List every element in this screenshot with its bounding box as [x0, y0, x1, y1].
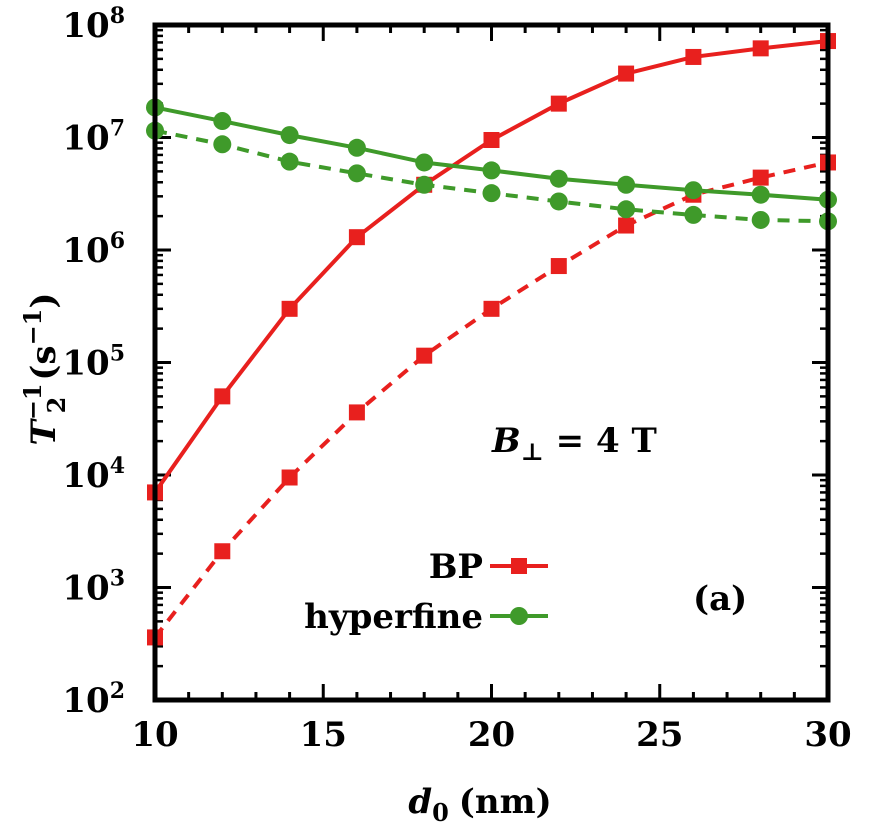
- data-point: [416, 347, 433, 364]
- y-tick-base: 10: [62, 231, 109, 271]
- data-point: [348, 229, 365, 246]
- data-point: [280, 152, 299, 171]
- data-point: [214, 543, 231, 560]
- x-tick-label: 20: [468, 715, 515, 755]
- data-point: [483, 300, 500, 317]
- x-tick-label: 30: [804, 715, 851, 755]
- data-point: [618, 65, 635, 82]
- series-bp-dashed: [147, 154, 836, 646]
- data-point: [347, 138, 366, 157]
- data-point: [213, 112, 232, 131]
- data-point: [213, 135, 232, 154]
- y-axis-label: T−12(s−1): [18, 293, 71, 446]
- y-tick-exponent: 4: [110, 453, 125, 479]
- y-tick-base: 10: [62, 119, 109, 159]
- y-axis-sub: 2: [42, 397, 71, 414]
- y-tick-base: 10: [62, 6, 109, 46]
- plot-frame: [152, 22, 831, 703]
- legend: BP hyperfine: [304, 547, 548, 637]
- data-point: [483, 132, 500, 149]
- data-point: [415, 175, 434, 194]
- y-tick-base: 10: [62, 456, 109, 496]
- data-point: [751, 185, 770, 204]
- x-tick-label: 10: [131, 715, 178, 755]
- x-axis-unit: (nm): [459, 782, 552, 822]
- legend-label-bp: BP: [429, 547, 483, 587]
- y-tick-label: 108: [62, 3, 125, 46]
- data-point: [684, 181, 703, 200]
- data-point: [685, 48, 702, 65]
- data-point: [280, 126, 299, 145]
- y-tick-label: 106: [62, 228, 125, 271]
- data-point: [347, 164, 366, 183]
- y-axis-unit-open: (s: [24, 345, 64, 380]
- y-tick-exponent: 7: [110, 116, 125, 142]
- x-axis-var: d: [408, 782, 432, 822]
- annotation-rest: = 4 T: [544, 421, 657, 461]
- legend-marker-square: [511, 558, 527, 574]
- y-tick-exponent: 8: [110, 3, 125, 29]
- data-point: [618, 217, 635, 234]
- data-point: [415, 153, 434, 172]
- x-axis-label: d0 (nm): [408, 782, 551, 827]
- y-tick-label: 104: [62, 453, 125, 496]
- annotation-sub: ⊥: [521, 437, 544, 466]
- data-point: [684, 205, 703, 224]
- y-tick-label: 105: [62, 341, 125, 384]
- annotation: B⊥ = 4 T: [491, 421, 657, 466]
- data-point: [617, 175, 636, 194]
- data-point: [752, 40, 769, 57]
- y-axis-sup: −1: [18, 383, 47, 420]
- data-point: [751, 210, 770, 229]
- series-hyperfine-solid: [146, 98, 837, 209]
- data-point: [550, 95, 567, 112]
- data-point: [281, 469, 298, 486]
- y-tick-label: 103: [62, 566, 125, 609]
- y-axis-unit-close: ): [24, 293, 64, 309]
- data-point: [214, 388, 231, 405]
- y-tick-base: 10: [62, 344, 109, 384]
- panel-label: (a): [693, 579, 747, 619]
- data-point: [482, 184, 501, 203]
- y-axis-unit-sup: −1: [18, 309, 47, 346]
- y-tick-exponent: 2: [110, 678, 125, 704]
- annotation-var: B: [491, 421, 521, 461]
- data-point: [549, 192, 568, 211]
- x-axis-sub: 0: [432, 798, 449, 827]
- y-axis-var: T: [24, 417, 64, 445]
- y-tick-exponent: 3: [110, 566, 125, 592]
- series-layer: [146, 33, 837, 646]
- data-point: [549, 169, 568, 188]
- data-point: [482, 161, 501, 180]
- legend-marker-circle: [510, 607, 528, 625]
- legend-label-hyperfine: hyperfine: [304, 597, 483, 637]
- y-tick-label: 107: [62, 116, 125, 159]
- y-tick-exponent: 5: [110, 341, 125, 367]
- y-tick-exponent: 6: [110, 228, 125, 254]
- data-point: [348, 404, 365, 421]
- data-point: [752, 169, 769, 186]
- x-tick-label: 15: [300, 715, 347, 755]
- data-point: [550, 258, 567, 275]
- y-tick-base: 10: [62, 569, 109, 609]
- y-tick-base: 10: [62, 681, 109, 721]
- series-bp-solid: [147, 33, 836, 501]
- x-tick-label: 25: [636, 715, 683, 755]
- y-tick-label: 102: [62, 678, 125, 721]
- data-point: [281, 300, 298, 317]
- data-point: [617, 200, 636, 219]
